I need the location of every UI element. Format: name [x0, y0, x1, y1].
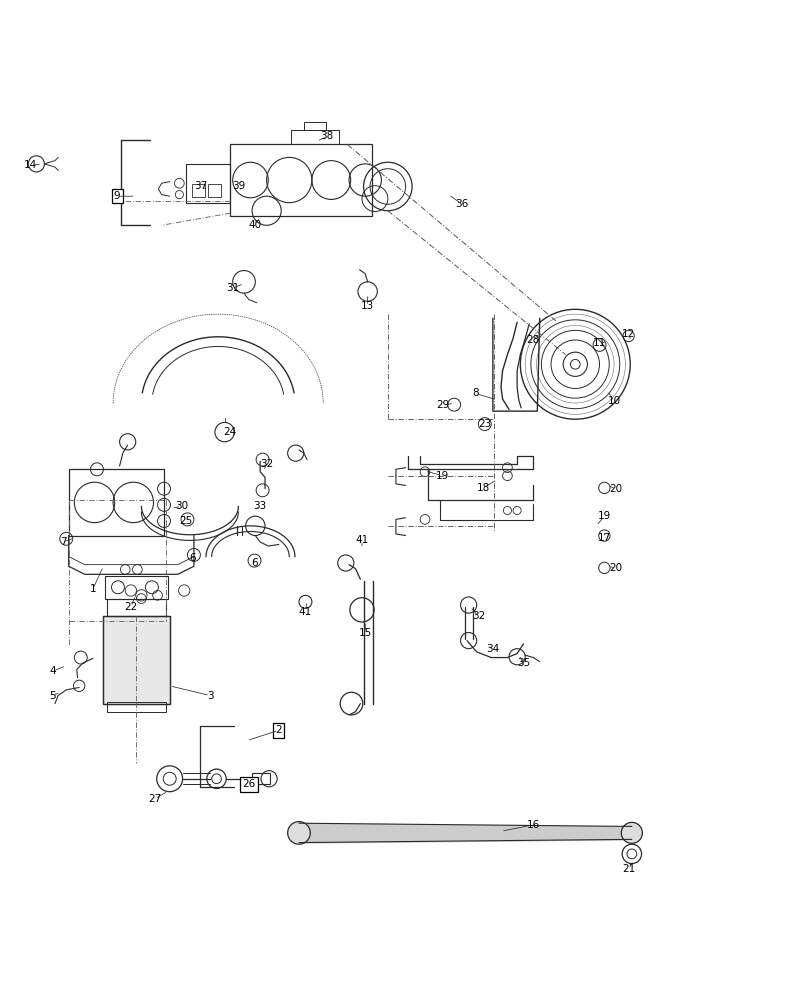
Text: 40: 40 [248, 220, 261, 230]
Text: 15: 15 [359, 628, 372, 638]
Text: 19: 19 [436, 471, 449, 481]
Text: 17: 17 [598, 533, 611, 543]
Text: 2: 2 [276, 725, 282, 735]
Text: 20: 20 [609, 563, 622, 573]
Bar [186, 164, 230, 203]
Text: 3: 3 [207, 691, 213, 701]
Text: 1: 1 [90, 584, 96, 594]
Text: 30: 30 [175, 501, 188, 511]
Text: 13: 13 [361, 301, 374, 311]
Text: 7: 7 [60, 537, 66, 547]
Bar [304, 122, 326, 130]
Text: 6: 6 [251, 558, 258, 568]
Text: 21: 21 [622, 864, 635, 874]
Text: 28: 28 [527, 335, 540, 345]
Circle shape [621, 822, 642, 843]
Text: 24: 24 [224, 427, 237, 437]
Bar [103, 616, 170, 704]
Text: 5: 5 [49, 691, 56, 701]
Circle shape [288, 822, 310, 844]
Text: 25: 25 [179, 516, 192, 526]
Bar [105, 576, 168, 599]
Text: 18: 18 [477, 483, 490, 493]
Text: 11: 11 [593, 338, 606, 348]
Text: 22: 22 [124, 602, 137, 612]
Text: 14: 14 [24, 160, 37, 170]
Text: 23: 23 [478, 419, 491, 429]
Text: 32: 32 [260, 459, 273, 469]
Text: 36: 36 [456, 199, 469, 209]
Text: 41: 41 [299, 607, 312, 617]
Text: 34: 34 [486, 644, 499, 654]
Text: 12: 12 [622, 329, 635, 339]
Bar [107, 702, 166, 712]
Text: 26: 26 [242, 779, 255, 789]
Text: 33: 33 [254, 501, 267, 511]
Text: 35: 35 [517, 658, 530, 668]
Text: 39: 39 [232, 181, 245, 191]
Text: 4: 4 [49, 666, 56, 676]
Text: 32: 32 [472, 611, 485, 621]
Text: 37: 37 [194, 181, 207, 191]
Text: 31: 31 [226, 283, 239, 293]
Text: 10: 10 [608, 396, 621, 406]
Text: 20: 20 [609, 484, 622, 494]
Bar [103, 616, 170, 704]
Text: 27: 27 [149, 794, 162, 804]
Bar [252, 773, 270, 784]
Text: 6: 6 [189, 553, 196, 563]
Text: 29: 29 [436, 400, 449, 410]
Text: 19: 19 [598, 511, 611, 521]
Bar [192, 184, 205, 197]
Text: 8: 8 [472, 388, 478, 398]
Bar [208, 184, 221, 197]
Text: 41: 41 [356, 535, 368, 545]
Text: 9: 9 [114, 191, 120, 201]
Bar [291, 130, 339, 144]
Text: 16: 16 [527, 820, 540, 830]
Bar [107, 599, 166, 616]
Bar [230, 144, 372, 216]
Text: 38: 38 [321, 131, 334, 141]
Bar [69, 469, 164, 536]
